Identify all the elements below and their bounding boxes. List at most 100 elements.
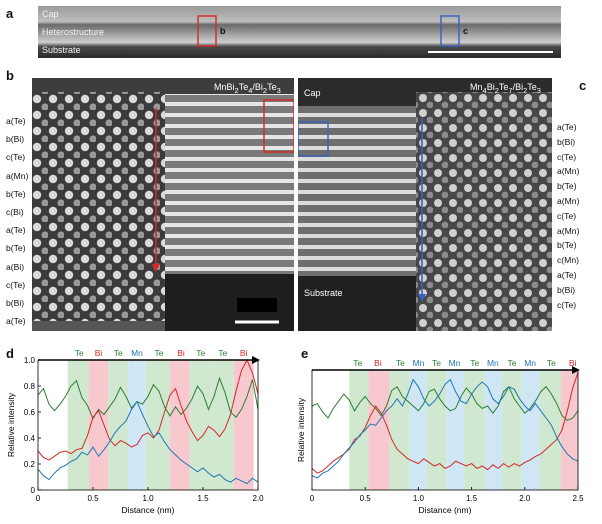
panel-a-box-b-label: b — [220, 26, 226, 36]
chart-d-series-green — [37, 376, 259, 420]
chart-e-band-label: Te — [353, 358, 362, 368]
chart-d-xtick-label: 2.0 — [252, 494, 264, 503]
row-label: c(Te) — [557, 210, 577, 221]
chart-d: Te Bi Te Mn Te Bi Te Te Bi 0 0.5 1.0 1.5 2.0 0 0.2 0.4 0.… — [6, 348, 264, 515]
chart-d-series-red — [37, 358, 259, 461]
chart-d-ytick-label: 0 — [31, 486, 36, 495]
row-label: b(Bi) — [557, 284, 576, 295]
chart-e-xtick-label: 2.5 — [572, 494, 584, 503]
chart-e-band-label: Te — [547, 358, 556, 368]
chart-d-xtick-label: 1.0 — [142, 494, 154, 503]
panel-c-cap-label: Cap — [304, 88, 321, 98]
chart-d-band-label: Bi — [177, 348, 185, 358]
panel-c-substrate-label: Substrate — [304, 288, 343, 298]
chart-e-band — [521, 370, 540, 490]
chart-e-ylabel: Relative intensity — [296, 397, 306, 462]
row-label: b(Te) — [6, 188, 26, 199]
panel-a-box-c-label: c — [463, 26, 469, 36]
chart-d-band-label: Mn — [131, 348, 143, 358]
row-label: a(Te) — [557, 270, 577, 280]
chart-e-band-label: Bi — [569, 358, 577, 368]
row-label: a(Te) — [6, 225, 26, 236]
chart-d-band-label: Te — [196, 348, 205, 358]
chart-e-band — [349, 370, 369, 490]
chart-d-ytick-label: 0.6 — [24, 408, 36, 417]
panel-a-box-c — [440, 15, 460, 47]
row-label: a(Mn) — [557, 166, 580, 177]
chart-d-series-blue — [37, 400, 259, 485]
chart-e-band — [502, 370, 522, 490]
row-label: a(Bi) — [6, 261, 25, 272]
row-label: b(Te) — [6, 243, 26, 254]
chart-e-band-label: Te — [470, 358, 479, 368]
row-label: c(Te) — [557, 299, 577, 310]
chart-d-arrow-head — [252, 356, 260, 364]
chart-e-xtick-label: 0.5 — [360, 494, 372, 503]
row-label: b(Bi) — [6, 298, 25, 308]
chart-e-band-label: Te — [432, 358, 441, 368]
panel-a-substrate-label: Substrate — [42, 45, 81, 55]
row-label: a(Te) — [557, 122, 577, 132]
row-label: b(Bi) — [557, 136, 576, 147]
chart-e-xtick-label: 0 — [310, 494, 315, 503]
chart-d-xlabel: Distance (nm) — [122, 505, 175, 515]
row-label: a(Te) — [6, 116, 26, 126]
chart-d-band — [145, 360, 170, 490]
chart-d-band-label: Te — [218, 348, 227, 358]
chart-e-band — [368, 370, 390, 490]
chart-d-ytick-label: 1.0 — [24, 356, 36, 365]
chart-e-band — [464, 370, 485, 490]
chart-e-band — [389, 370, 410, 490]
chart-e-band — [539, 370, 561, 490]
chart-d-xtick-label: 0.5 — [87, 494, 99, 503]
chart-e-xlabel: Distance (nm) — [419, 505, 472, 515]
chart-e-band-label: Mn — [412, 358, 424, 368]
chart-d-band — [211, 360, 234, 490]
chart-e-band — [446, 370, 465, 490]
chart-e-series-red — [311, 372, 579, 474]
chart-d-band — [67, 360, 89, 490]
chart-e-band — [484, 370, 503, 490]
row-label: c(Te) — [6, 152, 26, 163]
row-label: a(Te) — [6, 316, 26, 327]
chart-e-series-green — [311, 385, 579, 421]
chart-d-band-label: Bi — [240, 348, 248, 358]
chart-e-band-label: Te — [396, 358, 405, 368]
row-label: a(Mn) — [6, 170, 29, 181]
chart-d-ytick-label: 0.2 — [24, 460, 36, 469]
panel-a-cap-label: Cap — [42, 9, 59, 19]
chart-e-band-label: Te — [508, 358, 517, 368]
chart-e-xtick-label: 2.0 — [519, 494, 531, 503]
chart-e-band-label: Mn — [524, 358, 536, 368]
chart-e-xtick-label: 1.0 — [413, 494, 425, 503]
chart-e-band — [560, 370, 578, 490]
chart-e-xtick-label: 1.5 — [466, 494, 478, 503]
panel-letter-c: c — [579, 78, 587, 93]
chart-d-band — [108, 360, 129, 490]
chart-e-band — [426, 370, 447, 490]
chart-e: Te Bi Te Mn Te Mn Te Mn Te Mn Te Bi 0 0.5 1.0 1.5 2.0 2.5… — [296, 358, 584, 515]
chart-d-band-label: Te — [75, 348, 84, 358]
panel-b-header: MnBi2Te4/Bi2Te3 — [214, 82, 281, 95]
row-label: a(Mn) — [557, 225, 580, 236]
row-label: b(Te) — [557, 240, 577, 251]
chart-e-series-blue — [311, 378, 579, 479]
chart-d-band — [88, 360, 109, 490]
row-label: c(Te) — [557, 151, 577, 162]
chart-d-ytick-label: 0.8 — [24, 382, 36, 391]
row-label: b(Bi) — [6, 134, 25, 145]
panel-c-stem-image: Mn4Bi2Te7/Bi2Te3 Cap Substrate — [297, 78, 552, 331]
chart-d-band — [128, 360, 146, 490]
panel-a-box-b — [197, 15, 217, 47]
chart-e-band-label: Mn — [487, 358, 499, 368]
panel-letter-b: b — [6, 68, 14, 83]
row-label: c(Bi) — [6, 207, 24, 217]
row-label: c(Te) — [6, 279, 26, 290]
chart-d-band-label: Bi — [95, 348, 103, 358]
chart-e-arrow-head — [572, 366, 580, 374]
chart-e-band-label: Mn — [449, 358, 461, 368]
chart-d-ytick-label: 0.4 — [24, 434, 36, 443]
chart-d-band — [233, 360, 254, 490]
chart-d-band — [189, 360, 212, 490]
row-label: c(Mn) — [557, 255, 579, 266]
